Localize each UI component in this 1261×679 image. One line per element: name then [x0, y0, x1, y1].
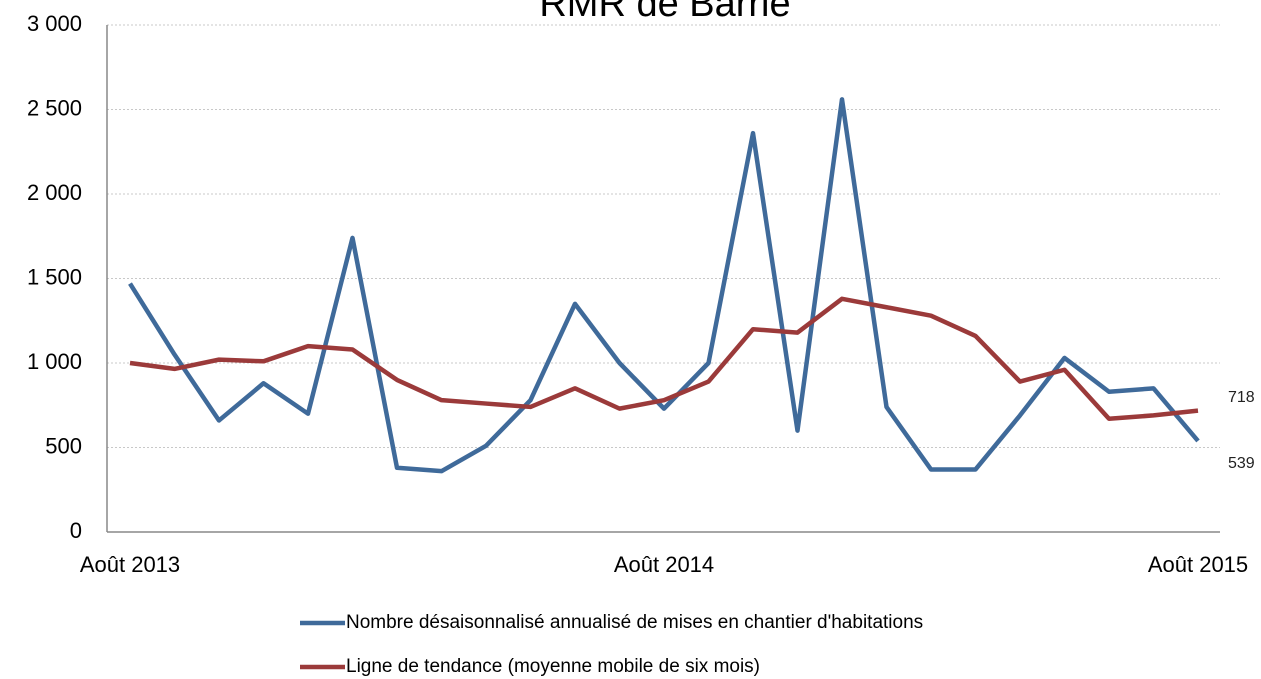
data-label: 718	[1228, 389, 1255, 406]
legend-label: Nombre désaisonnalisé annualisé de mises…	[346, 612, 923, 633]
y-tick-label: 0	[70, 518, 82, 543]
y-tick-label: 1 000	[27, 349, 82, 374]
x-tick-label: Août 2013	[80, 552, 180, 577]
x-tick-label: Août 2015	[1148, 552, 1248, 577]
series-line	[128, 97, 1200, 474]
y-tick-label: 3 000	[27, 11, 82, 36]
y-tick-label: 2 000	[27, 180, 82, 205]
y-tick-label: 500	[45, 433, 82, 458]
y-tick-label: 1 500	[27, 264, 82, 289]
legend-label: Ligne de tendance (moyenne mobile de six…	[346, 656, 760, 677]
chart-title: RMR de Barrie	[539, 0, 790, 25]
data-label: 539	[1228, 455, 1255, 472]
x-tick-label: Août 2014	[614, 552, 714, 577]
series-line	[129, 296, 1199, 422]
y-tick-label: 2 500	[27, 95, 82, 120]
